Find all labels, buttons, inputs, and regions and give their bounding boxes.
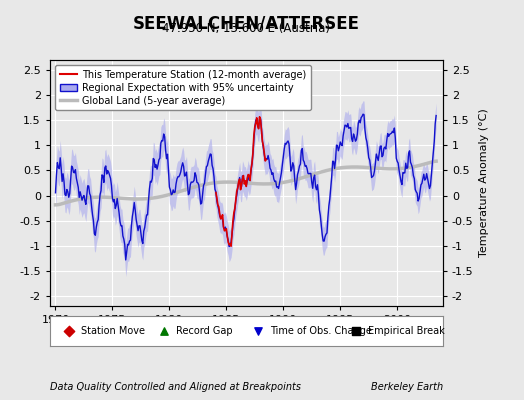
Text: 47.950 N, 13.600 E (Austria): 47.950 N, 13.600 E (Austria) xyxy=(162,22,330,35)
Text: Data Quality Controlled and Aligned at Breakpoints: Data Quality Controlled and Aligned at B… xyxy=(50,382,301,392)
Y-axis label: Temperature Anomaly (°C): Temperature Anomaly (°C) xyxy=(479,109,489,257)
Text: Time of Obs. Change: Time of Obs. Change xyxy=(270,326,372,336)
Point xyxy=(159,328,168,334)
Point xyxy=(352,328,361,334)
Text: SEEWALCHEN/ATTERSEE: SEEWALCHEN/ATTERSEE xyxy=(133,14,360,32)
Text: Station Move: Station Move xyxy=(81,326,145,336)
Text: Berkeley Earth: Berkeley Earth xyxy=(370,382,443,392)
Legend: This Temperature Station (12-month average), Regional Expectation with 95% uncer: This Temperature Station (12-month avera… xyxy=(54,65,311,110)
Text: Record Gap: Record Gap xyxy=(176,326,232,336)
Point xyxy=(65,328,73,334)
Text: Empirical Break: Empirical Break xyxy=(368,326,445,336)
Point xyxy=(254,328,263,334)
